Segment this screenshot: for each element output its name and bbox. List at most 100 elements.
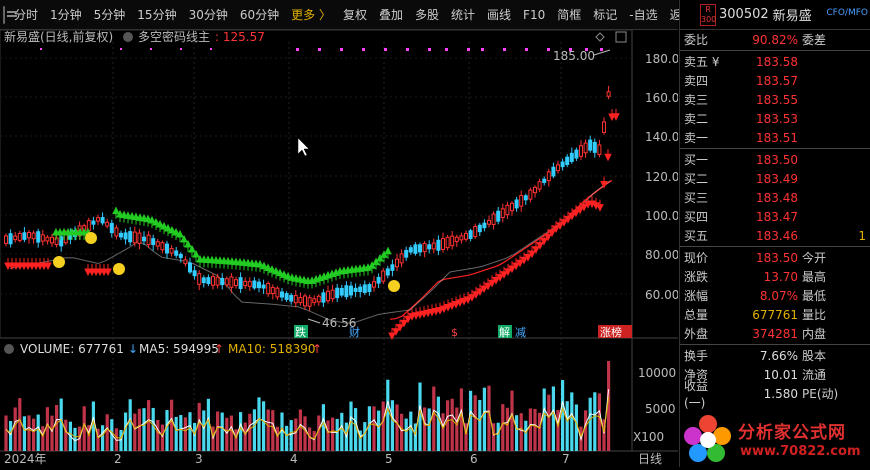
ask-row[interactable]: 卖五 ¥ 183.58 <box>680 52 870 71</box>
stat-label: 换手 <box>684 349 709 363</box>
volume-toggle-icon[interactable] <box>4 344 14 354</box>
volume-unit: X100 <box>633 430 664 444</box>
bid-row[interactable]: 买五 183.46 1 <box>680 226 870 245</box>
tab-15min[interactable]: 15分钟 <box>137 7 177 22</box>
ask-row[interactable]: 卖三 183.55 <box>680 90 870 109</box>
period-label: 日线 <box>638 452 662 466</box>
ask-row[interactable]: 卖二 183.53 <box>680 109 870 128</box>
stock-header: R 300 300502 新易盛 CFO/MFO <box>680 0 870 30</box>
smile-icon <box>53 256 65 268</box>
stock-code[interactable]: 300502 <box>719 7 769 22</box>
divider <box>680 246 870 247</box>
grid <box>0 42 632 451</box>
draw-line-button[interactable]: 画线 <box>487 7 512 22</box>
bid-label: 买三 <box>684 191 709 205</box>
ma10-legend: MA10: 518390 <box>228 342 316 356</box>
quote-label: 内盘 <box>802 327 827 341</box>
statistics-button[interactable]: 统计 <box>451 7 476 22</box>
bid-label: 买四 <box>684 210 709 224</box>
stat-value: 1.580 <box>763 386 798 401</box>
weicha-label: 委差 <box>802 33 827 47</box>
price-tick: 80.00 <box>645 248 678 262</box>
bid-volume: 1 <box>858 228 866 243</box>
ask-price: 183.51 <box>756 130 798 145</box>
board-badge: R 300 <box>700 3 717 26</box>
ask-row[interactable]: 卖一 183.51 <box>680 128 870 147</box>
tab-more[interactable]: 更多 〉 <box>291 7 331 22</box>
price-tick: 100.0 <box>645 209 678 223</box>
tab-timeshare[interactable]: 分时 <box>14 7 39 22</box>
watchlist-button[interactable]: -自选 <box>629 7 658 22</box>
bid-price: 183.48 <box>756 190 798 205</box>
quote-value: 13.70 <box>763 269 798 284</box>
kline-chart[interactable]: 新易盛(日线,前复权) 多空密码线主 : 125.57 180.0 160.0 … <box>0 29 679 467</box>
time-label: 4 <box>290 452 298 466</box>
high-price-pointer <box>593 49 611 56</box>
indicator-value: : 125.57 <box>215 30 265 44</box>
tab-60min[interactable]: 60分钟 <box>239 7 280 22</box>
bid-price: 183.46 <box>756 228 798 243</box>
smile-icon <box>113 263 125 275</box>
logo-url: www.70822.com <box>740 444 861 459</box>
quote-label: 现价 <box>684 251 709 265</box>
bid-row[interactable]: 买一 183.50 <box>680 150 870 169</box>
price-tick: 180.0 <box>645 52 678 66</box>
divider <box>680 50 870 51</box>
indicator-toggle-icon[interactable] <box>123 32 133 42</box>
flower-logo-icon <box>684 415 731 462</box>
overlay-button[interactable]: 叠加 <box>378 7 403 22</box>
multi-stock-button[interactable]: 多股 <box>415 7 440 22</box>
frown-icon <box>388 280 400 292</box>
stat-value: 10.01 <box>763 367 798 382</box>
menu-icon[interactable] <box>3 5 17 24</box>
period-toolbar: 分时 1分钟 5分钟 15分钟 30分钟 60分钟 更多 〉 复权 叠加 多股 … <box>0 0 694 30</box>
weibi-label: 委比 <box>684 33 709 47</box>
ma10-up-arrow: ↑ <box>312 342 322 356</box>
chart-canvas: 新易盛(日线,前复权) 多空密码线主 : 125.57 180.0 160.0 … <box>0 29 679 466</box>
bid-price: 183.50 <box>756 152 798 167</box>
ask-price: 183.57 <box>756 73 798 88</box>
tab-30min[interactable]: 30分钟 <box>188 7 228 22</box>
volume-bars <box>4 361 611 451</box>
f10-button[interactable]: F10 <box>523 7 546 22</box>
ask-row[interactable]: 卖四 183.57 <box>680 71 870 90</box>
bid-row[interactable]: 买三 183.48 <box>680 188 870 207</box>
quote-label: 外盘 <box>684 327 709 341</box>
stock-name[interactable]: 新易盛 <box>772 9 812 24</box>
volume-legend: VOLUME: 677761 <box>20 342 124 356</box>
quote-label: 涨幅 <box>684 289 709 303</box>
cfo-mfo-link[interactable]: CFO/MFO <box>826 8 868 18</box>
event-label: $ <box>451 326 458 339</box>
event-marker <box>294 325 308 338</box>
mark-button[interactable]: 标记 <box>593 7 618 22</box>
bid-row[interactable]: 买四 183.47 <box>680 207 870 226</box>
bid-label: 买五 <box>684 229 709 243</box>
stock-legend: 新易盛(日线,前复权) <box>4 30 113 44</box>
divider <box>680 148 870 149</box>
tab-1min[interactable]: 1分钟 <box>50 7 82 22</box>
divider <box>680 344 870 345</box>
volume-down-arrow: ↓ <box>128 342 138 356</box>
quote-panel: R 300 300502 新易盛 CFO/MFO 委比 90.82% 委差 卖五… <box>679 0 870 467</box>
restore-rights-button[interactable]: 复权 <box>342 7 367 22</box>
event-markers: 跌 财 $ 解 减 涨榜 <box>294 325 632 339</box>
logo-text: 分析家公式网 <box>738 423 846 443</box>
quote-label: 今开 <box>802 251 827 265</box>
diamond-icon[interactable] <box>595 32 605 42</box>
stat-row: 收益(一) 1.580 PE(动) <box>680 379 870 410</box>
stat-label: 股本 <box>802 349 827 363</box>
time-label: 2 <box>114 452 122 466</box>
stat-label: 收益(一) <box>684 378 709 410</box>
maximize-icon[interactable] <box>615 31 627 43</box>
quote-row: 涨幅 8.07% 最低 <box>680 286 870 305</box>
low-price-label: 46.56 <box>322 316 356 330</box>
bid-row[interactable]: 买二 183.49 <box>680 169 870 188</box>
simple-frame-button[interactable]: 简框 <box>557 7 582 22</box>
ma-line-thin <box>9 180 611 324</box>
time-label: 7 <box>562 452 570 466</box>
tab-5min[interactable]: 5分钟 <box>93 7 126 22</box>
time-label: 3 <box>195 452 203 466</box>
quote-value: 8.07% <box>759 288 798 303</box>
event-marker <box>598 325 632 338</box>
stat-row: 净资 10.01 流通 <box>680 365 870 384</box>
